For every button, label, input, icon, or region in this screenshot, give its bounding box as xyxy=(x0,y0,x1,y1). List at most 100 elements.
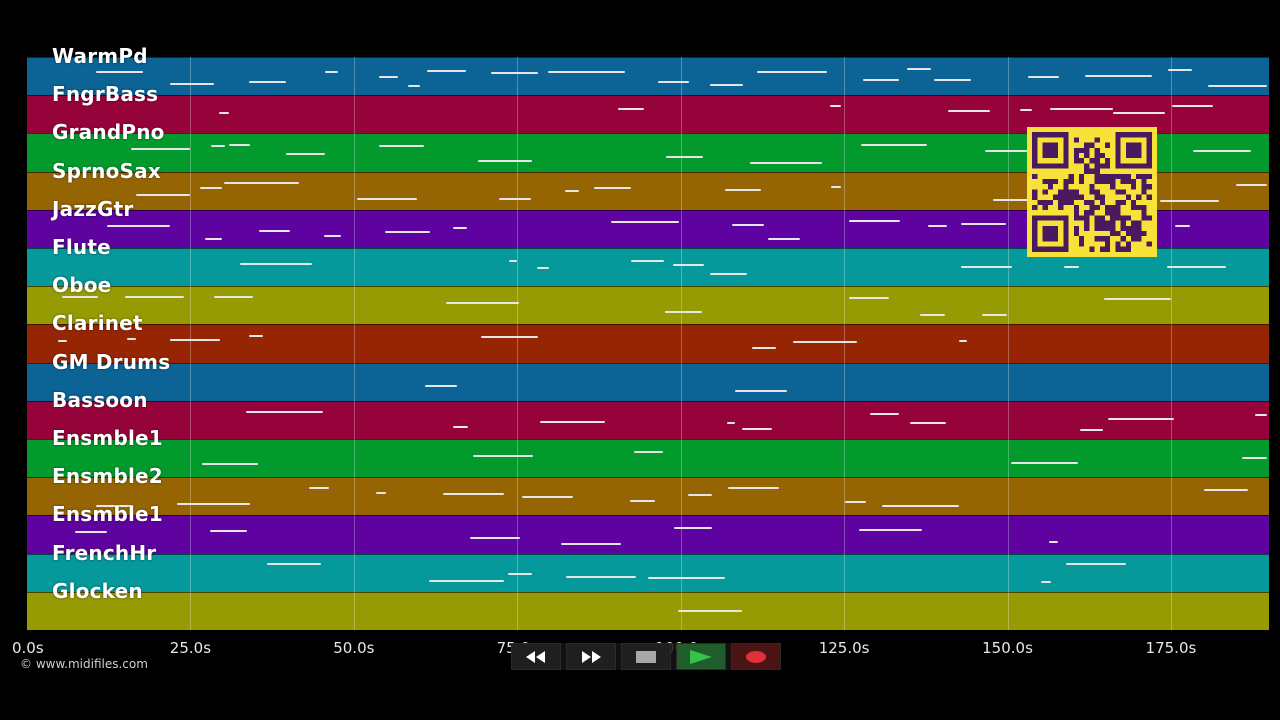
track-lane[interactable] xyxy=(27,362,1269,401)
note xyxy=(1040,581,1051,584)
note xyxy=(742,427,773,430)
note xyxy=(425,385,458,388)
grid-line xyxy=(680,57,682,630)
play-button[interactable] xyxy=(676,643,726,670)
note xyxy=(610,220,680,223)
track-lane[interactable] xyxy=(27,324,1269,363)
note xyxy=(62,295,99,298)
rewind-button[interactable] xyxy=(511,643,561,670)
track-label: Ensmble2 xyxy=(52,464,163,489)
note xyxy=(540,420,605,423)
note xyxy=(508,259,518,262)
note xyxy=(357,198,417,201)
time-tick-label: 50.0s xyxy=(333,639,375,657)
note xyxy=(984,150,1032,153)
note xyxy=(565,575,636,578)
note xyxy=(223,181,299,184)
note xyxy=(751,346,776,349)
note xyxy=(907,68,932,71)
track-label: GM Drums xyxy=(52,349,171,374)
qr-code-icon[interactable] xyxy=(1027,127,1157,257)
note xyxy=(445,301,519,304)
track-label: SprnoSax xyxy=(52,158,161,183)
note xyxy=(491,71,538,74)
note xyxy=(870,412,899,415)
stop-icon xyxy=(636,650,656,663)
note xyxy=(1011,462,1079,464)
lane-divider xyxy=(27,248,1269,249)
track-label: Flute xyxy=(52,235,111,259)
note xyxy=(57,339,67,342)
time-tick-label: 125.0s xyxy=(818,639,870,657)
track-lane[interactable] xyxy=(27,57,1269,96)
record-button[interactable] xyxy=(731,643,781,670)
lane-divider xyxy=(27,171,1269,173)
note xyxy=(1019,109,1033,112)
note xyxy=(213,296,253,299)
lane-divider xyxy=(27,57,1269,58)
note xyxy=(239,263,312,266)
lane-divider xyxy=(27,286,1269,288)
grid-line xyxy=(353,57,355,630)
grid-line xyxy=(190,57,192,630)
track-lane[interactable] xyxy=(27,400,1269,439)
track-lane[interactable] xyxy=(27,286,1269,325)
note xyxy=(657,81,690,84)
lane-divider xyxy=(27,324,1269,326)
note xyxy=(648,576,725,579)
lane-divider xyxy=(27,591,1269,593)
time-tick-label: 175.0s xyxy=(1145,639,1197,657)
note xyxy=(201,462,259,465)
note xyxy=(266,563,321,566)
note xyxy=(1192,149,1252,152)
note xyxy=(859,529,923,532)
track-lane[interactable] xyxy=(27,553,1269,592)
note xyxy=(933,78,971,81)
note xyxy=(732,224,765,226)
note xyxy=(665,310,703,313)
track-lane[interactable] xyxy=(27,439,1269,478)
note xyxy=(1028,76,1059,79)
track-label: Bassoon xyxy=(52,387,148,412)
note xyxy=(1242,457,1267,460)
note xyxy=(228,143,250,146)
stop-button[interactable] xyxy=(621,643,671,670)
fast-forward-button[interactable] xyxy=(566,643,616,670)
note xyxy=(831,186,842,189)
note xyxy=(408,85,420,88)
note xyxy=(169,338,221,341)
grid-line xyxy=(517,57,519,630)
note xyxy=(958,339,968,342)
track-lane[interactable] xyxy=(27,515,1269,554)
track-label: JazzGtr xyxy=(52,196,134,221)
note xyxy=(860,144,927,147)
note xyxy=(96,504,133,507)
note xyxy=(176,502,251,505)
lane-divider xyxy=(27,553,1269,555)
note xyxy=(499,198,532,201)
note xyxy=(246,411,323,414)
note xyxy=(845,500,866,503)
lane-divider xyxy=(27,515,1269,517)
note xyxy=(909,421,946,424)
note xyxy=(428,580,505,583)
note xyxy=(106,224,170,227)
time-tick-label: 150.0s xyxy=(982,639,1033,657)
time-tick-label: 25.0s xyxy=(169,639,212,657)
note xyxy=(735,389,788,392)
play-icon xyxy=(690,649,712,664)
note xyxy=(767,238,801,241)
note xyxy=(472,455,534,458)
note xyxy=(248,81,286,84)
note xyxy=(385,231,431,233)
track-lane[interactable] xyxy=(27,477,1269,516)
note xyxy=(378,75,398,78)
transport-controls xyxy=(511,643,781,670)
fast-forward-icon xyxy=(582,650,601,663)
track-lane[interactable] xyxy=(27,591,1269,630)
note xyxy=(726,422,736,425)
grid-line xyxy=(1007,57,1009,630)
note xyxy=(757,71,827,74)
note xyxy=(882,505,960,508)
lane-divider xyxy=(27,362,1269,364)
